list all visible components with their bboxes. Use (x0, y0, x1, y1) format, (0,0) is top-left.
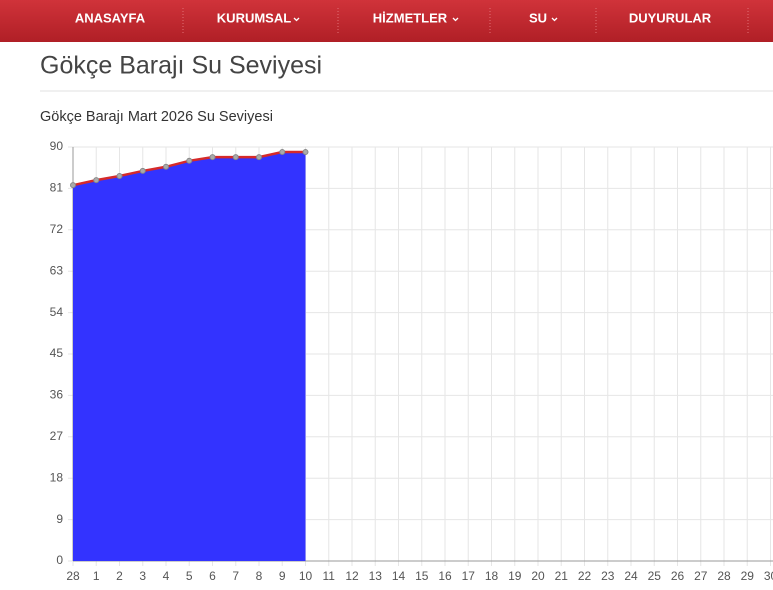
x-tick-label: 9 (279, 569, 286, 583)
nav-item[interactable]: KURUMSAL (217, 10, 291, 25)
x-tick-label: 6 (209, 569, 216, 583)
page-title: Gökçe Barajı Su Seviyesi (40, 52, 322, 80)
area (73, 152, 306, 561)
x-tick-label: 10 (299, 569, 313, 583)
dropdown-icons (293, 17, 558, 22)
x-tick-label: 20 (531, 569, 545, 583)
y-tick-label: 0 (56, 553, 63, 567)
nav-item[interactable]: SU (529, 10, 547, 25)
x-tick-label: 22 (578, 569, 592, 583)
y-tick-label: 72 (50, 222, 64, 236)
x-tick-label: 30 (764, 569, 773, 583)
x-tick-label: 3 (139, 569, 146, 583)
x-tick-label: 14 (392, 569, 406, 583)
x-tick-label: 1 (93, 569, 100, 583)
x-tick-label: 11 (323, 569, 336, 583)
x-tick-label: 7 (232, 569, 239, 583)
x-tick-label: 27 (694, 569, 708, 583)
x-tick-label: 15 (415, 569, 429, 583)
x-tick-label: 17 (462, 569, 476, 583)
y-tick-label: 54 (50, 305, 64, 319)
x-tick-label: 18 (485, 569, 499, 583)
x-tick-label: 2 (116, 569, 123, 583)
nav-item[interactable]: DUYURULAR (629, 10, 712, 25)
x-tick-label: 28 (66, 569, 80, 583)
point (209, 154, 216, 161)
x-tick-label: 21 (555, 569, 569, 583)
x-tick-label: 23 (601, 569, 615, 583)
y-tick-label: 45 (50, 346, 64, 360)
nav-item[interactable]: ANASAYFA (75, 10, 146, 25)
point (139, 167, 146, 174)
point (279, 149, 286, 156)
chart-title: Gökçe Barajı Mart 2026 Su Seviyesi (40, 109, 273, 125)
x-tick-label: 12 (345, 569, 359, 583)
x-tick-label: 4 (163, 569, 170, 583)
point (93, 177, 100, 184)
nav-item[interactable]: HİZMETLER (373, 10, 448, 25)
x-tick-label: 24 (624, 569, 638, 583)
x-tick-label: 13 (369, 569, 383, 583)
point (232, 154, 239, 161)
point (116, 172, 123, 179)
x-tick-label: 16 (438, 569, 452, 583)
y-tick-label: 63 (50, 263, 64, 277)
x-tick-label: 29 (741, 569, 755, 583)
y-tick-label: 81 (50, 181, 64, 195)
point (163, 163, 169, 170)
x-tick-label: 5 (186, 569, 193, 583)
x-tick-label: 26 (671, 569, 685, 583)
y-tick-label: 90 (50, 139, 64, 153)
y-tick-label: 18 (50, 470, 64, 484)
x-tick-label: 25 (648, 569, 662, 583)
point (256, 154, 262, 161)
point (186, 157, 193, 164)
x-tick-label: 8 (256, 569, 263, 583)
nav-bar (0, 0, 773, 42)
point (302, 149, 309, 156)
y-tick-label: 27 (50, 429, 64, 443)
y-tick-label: 9 (56, 512, 63, 526)
x-tick-label: 19 (508, 569, 522, 583)
point (70, 182, 76, 189)
nav-separators (182, 8, 749, 34)
x-tick-label: 28 (717, 569, 731, 583)
y-tick-label: 36 (50, 388, 64, 402)
